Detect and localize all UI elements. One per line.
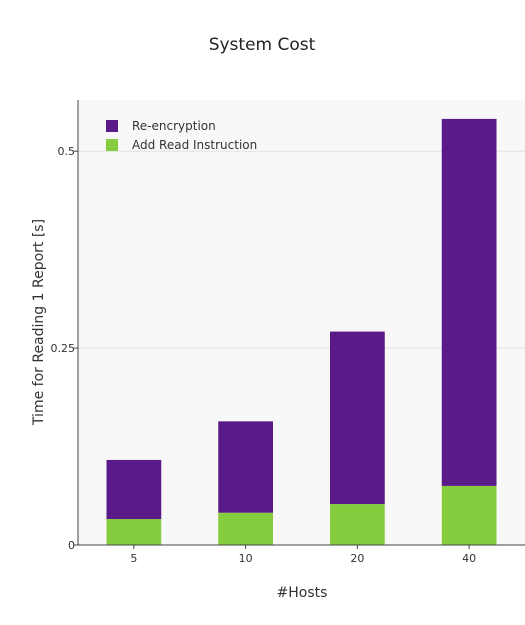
bar-add-read-instruction-5 (106, 519, 162, 545)
x-axis-label: #Hosts (277, 585, 328, 601)
axes (74, 100, 525, 549)
x-tick-label-2: 20 (350, 552, 364, 565)
bar-re-encryption-10 (218, 421, 274, 513)
y-tick-label-2: 0.5 (58, 145, 76, 158)
legend-swatch-add-read-instruction (106, 139, 118, 151)
bars (106, 118, 497, 545)
bar-re-encryption-5 (106, 459, 162, 520)
x-tick-label-3: 40 (462, 552, 476, 565)
tick-labels: 0 0.25 0.5 5 10 20 40 (51, 145, 477, 565)
bar-add-read-instruction-20 (329, 504, 385, 545)
bar-add-read-instruction-10 (218, 512, 274, 545)
y-tick-label-0: 0 (68, 539, 75, 552)
bar-add-read-instruction-40 (441, 485, 497, 545)
x-tick-label-0: 5 (130, 552, 137, 565)
bar-re-encryption-20 (329, 331, 385, 505)
legend: Re-encryption Add Read Instruction (106, 119, 257, 152)
legend-swatch-re-encryption (106, 120, 118, 132)
legend-label-re-encryption: Re-encryption (132, 119, 216, 133)
bar-re-encryption-40 (441, 118, 497, 486)
y-axis-label: Time for Reading 1 Report [s] (31, 219, 47, 426)
legend-label-add-read-instruction: Add Read Instruction (132, 138, 257, 152)
x-tick-label-1: 10 (239, 552, 253, 565)
chart-title: System Cost (209, 35, 316, 55)
y-tick-label-1: 0.25 (51, 342, 76, 355)
